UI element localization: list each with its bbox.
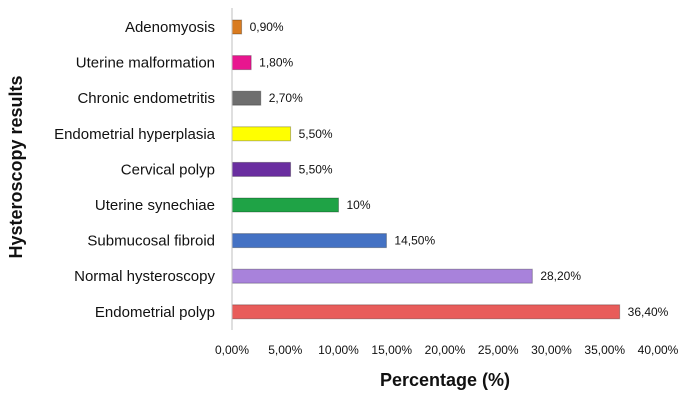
bar-uterine-malformation: [231, 55, 252, 71]
bar-cervical-polyp: [231, 161, 292, 177]
category-label-endometrial-polyp: Endometrial polyp: [95, 304, 215, 321]
category-label-adenomyosis: Adenomyosis: [125, 19, 215, 36]
x-tick-label: 40,00%: [638, 343, 679, 357]
category-label-cervical-polyp: Cervical polyp: [121, 161, 215, 178]
x-tick-labels: 0,00% 5,00% 10,00% 15,00% 20,00% 25,00% 30,00%…: [215, 343, 679, 357]
data-label-normal-hysteroscopy: 28,20%: [540, 269, 581, 283]
data-label-uterine-synechiae: 10%: [347, 198, 371, 212]
x-tick-label: 10,00%: [318, 343, 359, 357]
data-label-chronic-endometritis: 2,70%: [269, 91, 303, 105]
category-labels: Adenomyosis Uterine malformation Chronic e…: [54, 19, 216, 321]
x-tick-label: 35,00%: [584, 343, 625, 357]
x-tick-label: 15,00%: [371, 343, 412, 357]
x-tick-label: 5,00%: [268, 343, 302, 357]
x-tick-label: 25,00%: [478, 343, 519, 357]
x-tick-label: 30,00%: [531, 343, 572, 357]
data-labels: 0,90% 1,80% 2,70% 5,50% 5,50% 10% 14,50% 28,20%…: [250, 20, 669, 319]
x-axis-title: Percentage (%): [380, 370, 510, 390]
data-label-endometrial-hyperplasia: 5,50%: [299, 127, 333, 141]
data-label-cervical-polyp: 5,50%: [299, 162, 333, 176]
data-label-submucosal-fibroid: 14,50%: [394, 234, 435, 248]
category-label-uterine-malformation: Uterine malformation: [76, 55, 215, 72]
category-label-chronic-endometritis: Chronic endometritis: [77, 90, 215, 107]
x-tick-label: 20,00%: [425, 343, 466, 357]
category-label-uterine-synechiae: Uterine synechiae: [95, 197, 215, 214]
bar-chronic-endometritis: [231, 90, 262, 106]
data-label-endometrial-polyp: 36,40%: [628, 305, 669, 319]
y-axis-title: Hysteroscopy results: [6, 75, 26, 258]
data-label-adenomyosis: 0,90%: [250, 20, 284, 34]
bar-endometrial-polyp: [231, 304, 621, 320]
bar-submucosal-fibroid: [231, 233, 387, 249]
category-label-submucosal-fibroid: Submucosal fibroid: [87, 233, 215, 250]
data-label-uterine-malformation: 1,80%: [259, 56, 293, 70]
category-label-endometrial-hyperplasia: Endometrial hyperplasia: [54, 126, 216, 143]
bar-endometrial-hyperplasia: [231, 126, 292, 142]
category-label-normal-hysteroscopy: Normal hysteroscopy: [74, 268, 215, 285]
bar-adenomyosis: [231, 19, 243, 35]
bar-normal-hysteroscopy: [231, 268, 533, 284]
bar-uterine-synechiae: [231, 197, 339, 213]
x-tick-label: 0,00%: [215, 343, 249, 357]
